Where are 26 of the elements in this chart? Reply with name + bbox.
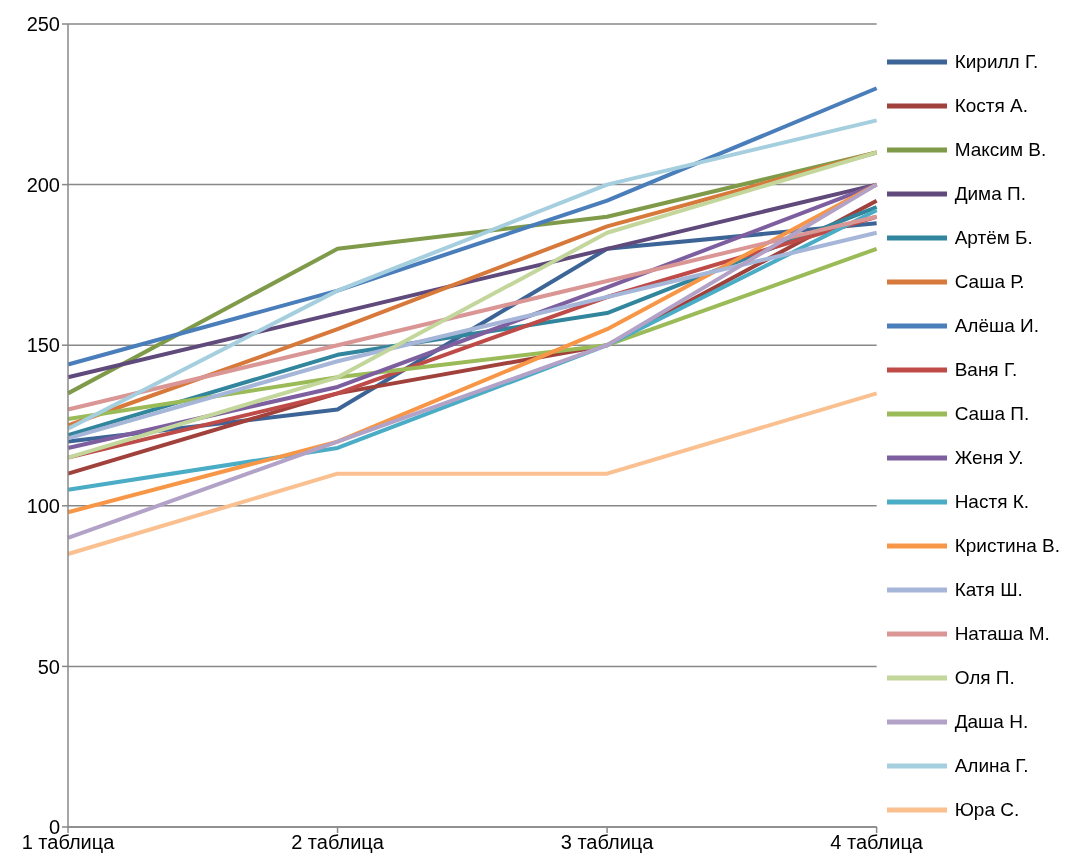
x-tick-label: 3 таблица	[560, 831, 655, 854]
y-tick-label: 200	[26, 173, 60, 196]
legend-label: Кристина В.	[954, 534, 1060, 557]
legend-label: Кирилл Г.	[954, 50, 1039, 73]
y-tick-label: 250	[26, 13, 60, 36]
legend-label: Женя У.	[954, 446, 1024, 469]
legend-label: Алина Г.	[954, 754, 1029, 777]
legend-label: Артём Б.	[954, 226, 1033, 249]
legend-label: Саша Р.	[954, 270, 1025, 293]
legend-label: Даша Н.	[954, 710, 1029, 733]
x-tick-label: 2 таблица	[291, 831, 385, 854]
legend-label: Костя А.	[954, 94, 1028, 117]
legend-label: Саша П.	[954, 402, 1030, 425]
legend-label: Ваня Г.	[954, 358, 1018, 381]
legend-label: Катя Ш.	[954, 578, 1023, 601]
y-tick-label: 100	[26, 494, 60, 517]
y-tick-label: 50	[37, 655, 60, 678]
legend-label: Наташа М.	[954, 622, 1050, 645]
legend-label: Максим В.	[954, 138, 1047, 161]
legend-label: Оля П.	[954, 666, 1015, 689]
legend-label: Настя К.	[954, 490, 1030, 513]
legend-label: Юра С.	[954, 798, 1020, 821]
legend-label: Алёша И.	[954, 314, 1039, 337]
legend-label: Дима П.	[954, 182, 1026, 205]
x-tick-label: 4 таблица	[830, 831, 924, 854]
y-tick-label: 150	[26, 334, 60, 357]
